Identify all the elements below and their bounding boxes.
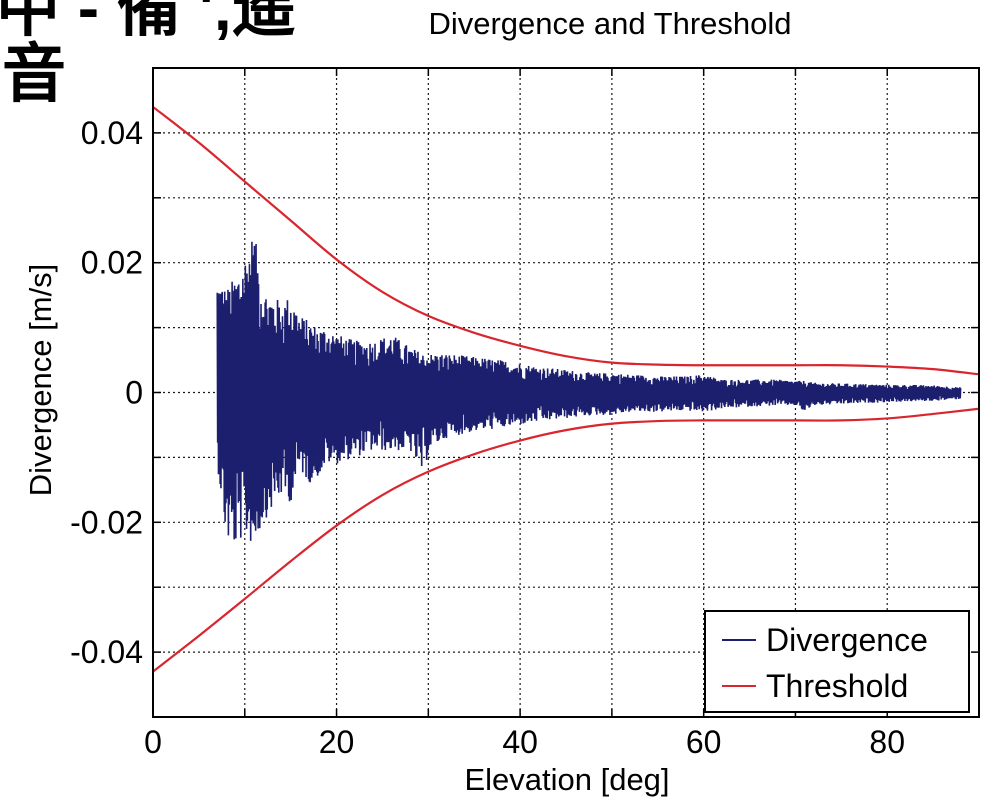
corner-text-line1: 中 - 備 ',遥 [0, 0, 296, 44]
y-tick-label: -0.04 [70, 634, 143, 670]
corner-text-line2: 音 [2, 38, 66, 110]
chart-title: Divergence and Threshold [428, 6, 791, 41]
y-tick-label: -0.02 [70, 504, 143, 540]
x-axis-label: Elevation [deg] [464, 762, 669, 797]
y-axis-label: Divergence [m/s] [23, 264, 58, 497]
legend: Divergence Threshold [704, 610, 970, 713]
series-divergence-core [217, 320, 961, 463]
x-tick-label: 0 [144, 724, 162, 760]
x-tick-label: 20 [319, 724, 355, 760]
x-tick-label: 60 [686, 724, 722, 760]
corner-text-fragment: 中 - 備 ',遥 音 [0, 0, 296, 110]
x-tick-label: 80 [869, 724, 905, 760]
legend-label-divergence: Divergence [766, 622, 928, 658]
series-divergence-line [216, 241, 962, 541]
y-tick-label: 0 [125, 375, 143, 411]
tick-layer: 0 20 40 60 80 0.04 0.02 0 -0.02 -0.04 [70, 67, 980, 760]
x-tick-label: 40 [502, 724, 538, 760]
legend-box [704, 610, 970, 713]
data-layer [152, 106, 980, 673]
y-tick-label: 0.04 [81, 115, 143, 151]
legend-label-threshold: Threshold [766, 668, 908, 704]
y-tick-label: 0.02 [81, 245, 143, 281]
series-threshold-lower [152, 407, 980, 673]
grid-layer [153, 68, 979, 717]
series-threshold-upper [152, 106, 980, 376]
